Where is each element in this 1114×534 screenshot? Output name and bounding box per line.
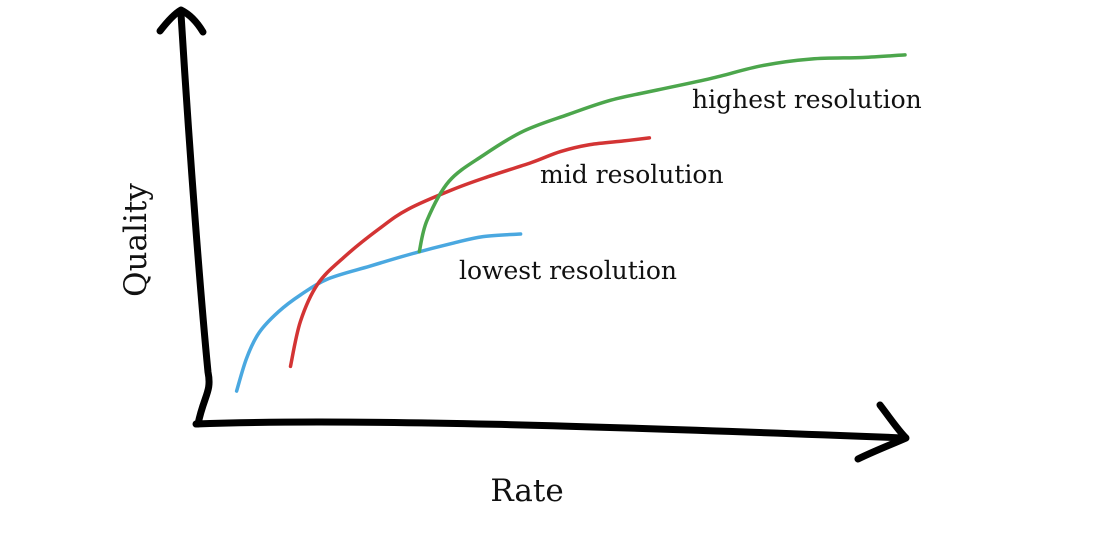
- series-line-lowest-resolution: [234, 232, 523, 393]
- annotation-lowest-resolution: lowest resolution: [459, 256, 677, 285]
- annotation-layer: lowest resolution mid resolution highest…: [459, 85, 922, 285]
- annotation-highest-resolution: highest resolution: [692, 85, 922, 114]
- annotation-mid-resolution: mid resolution: [540, 160, 724, 189]
- series-line-highest-resolution: [417, 53, 907, 254]
- x-axis-title: Rate: [490, 473, 563, 509]
- y-axis-line: [177, 10, 213, 428]
- series-layer: [234, 53, 907, 393]
- x-axis-line: [192, 418, 909, 442]
- x-axis-arrowhead: [854, 401, 910, 463]
- series-line-mid-resolution: [288, 136, 652, 369]
- y-axis-title: Quality: [118, 183, 154, 297]
- y-axis-arrowhead: [156, 6, 207, 36]
